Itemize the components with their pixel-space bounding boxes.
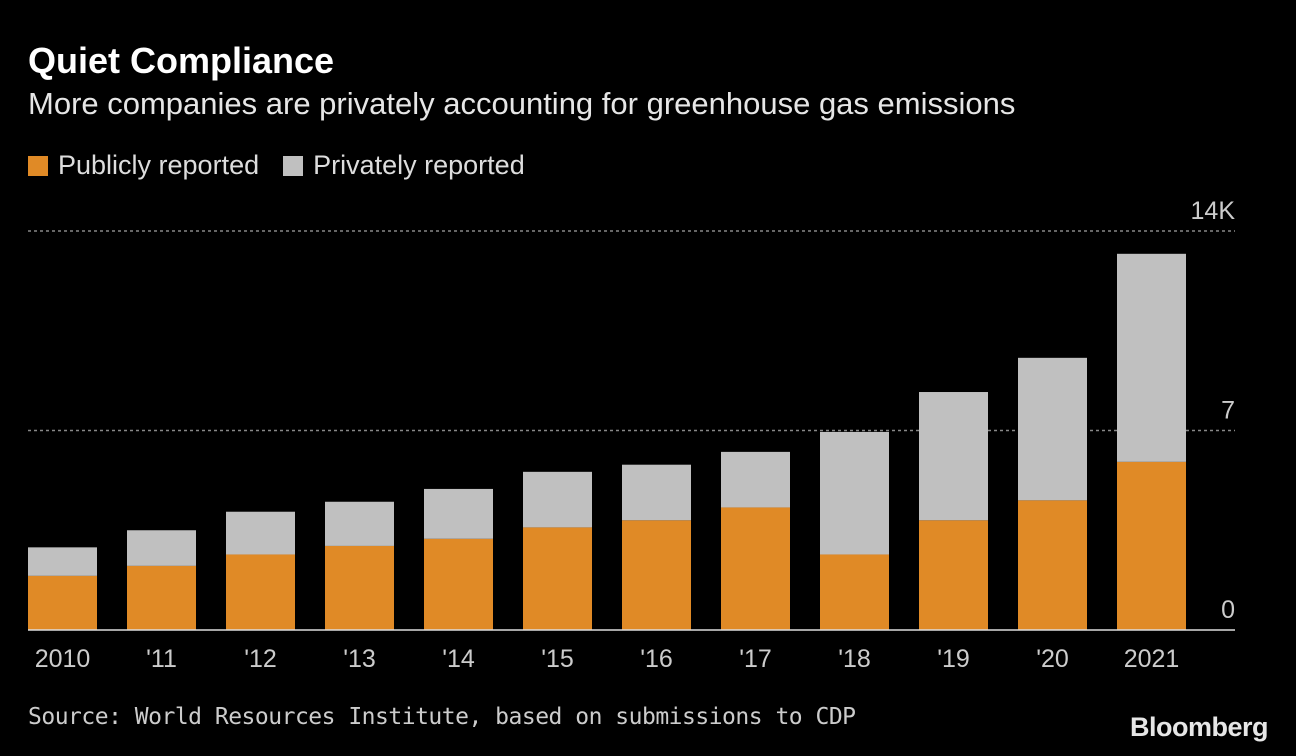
x-tick-label: '14 — [442, 645, 475, 673]
bar-public — [820, 554, 889, 630]
legend: Publicly reported Privately reported — [28, 150, 525, 181]
bar-private — [28, 547, 97, 576]
x-tick-label: '17 — [739, 645, 772, 673]
bar-public — [127, 565, 196, 630]
x-tick-label: '15 — [541, 645, 574, 673]
bar-private — [622, 464, 691, 521]
y-tick-label: 7 — [1221, 397, 1235, 425]
x-tick-label: '18 — [838, 645, 871, 673]
bar-public — [1117, 461, 1186, 630]
bar-private — [127, 530, 196, 566]
bar-private — [523, 471, 592, 528]
legend-swatch-private — [283, 155, 304, 176]
chart-subtitle: More companies are privately accounting … — [28, 86, 1016, 121]
legend-label-private: Privately reported — [313, 150, 525, 180]
bar-private — [325, 501, 394, 546]
bar-private — [820, 431, 889, 555]
bloomberg-logo: Bloomberg — [1129, 712, 1269, 742]
bar-public — [226, 554, 295, 630]
bar-private — [1018, 357, 1087, 501]
source-note: Source: World Resources Institute, based… — [28, 704, 856, 730]
bar-public — [523, 527, 592, 630]
bar-public — [424, 538, 493, 630]
y-tick-label: 14K — [1191, 197, 1236, 225]
chart-title: Quiet Compliance — [28, 40, 335, 81]
bar-private — [226, 511, 295, 555]
x-tick-label: '16 — [640, 645, 673, 673]
legend-swatch-public — [28, 155, 48, 176]
x-tick-label: '20 — [1036, 645, 1069, 673]
x-tick-label: '19 — [937, 645, 970, 673]
legend-label-public: Publicly reported — [58, 150, 260, 180]
bar-private — [919, 392, 988, 521]
bar-public — [622, 520, 691, 630]
bar-public — [28, 575, 97, 630]
x-tick-label: 2010 — [35, 645, 91, 673]
bar-public — [325, 545, 394, 630]
legend-item-private: Privately reported — [283, 150, 525, 181]
y-tick-label: 0 — [1221, 596, 1235, 624]
bar-public — [919, 520, 988, 630]
x-tick-label: '12 — [244, 645, 277, 673]
legend-item-public: Publicly reported — [28, 150, 259, 181]
bar-public — [1018, 500, 1087, 630]
bar-private — [721, 451, 790, 508]
x-tick-label: '13 — [343, 645, 376, 673]
x-tick-label: '11 — [146, 645, 177, 673]
bar-public — [721, 507, 790, 630]
bar-private — [424, 488, 493, 539]
x-tick-label: 2021 — [1124, 645, 1180, 673]
bar-private — [1117, 253, 1186, 462]
